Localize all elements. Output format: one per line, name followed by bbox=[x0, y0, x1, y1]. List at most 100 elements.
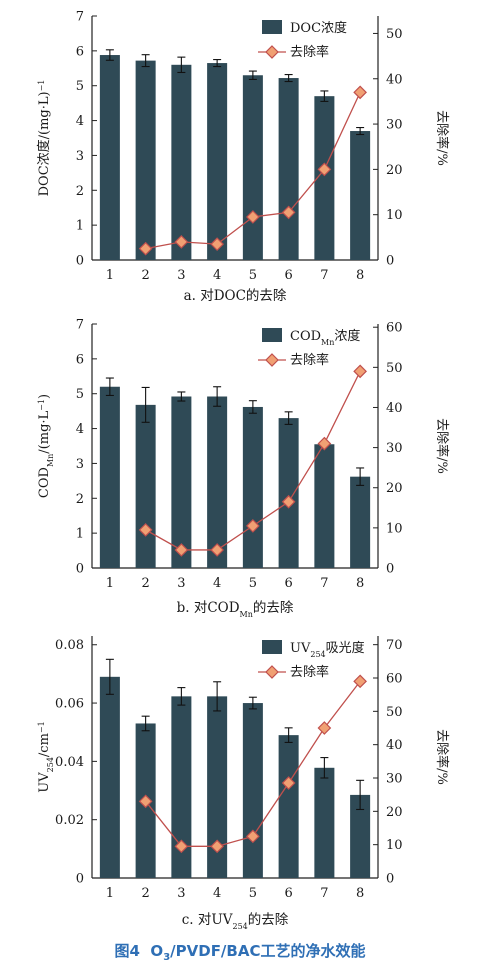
y2-tick-label: 40 bbox=[386, 72, 403, 87]
y2-tick-label: 20 bbox=[386, 163, 403, 178]
bar-7 bbox=[314, 444, 335, 568]
y-tick-label: 0 bbox=[76, 872, 84, 887]
bar-5 bbox=[242, 75, 263, 260]
x-tick-label: 4 bbox=[213, 268, 221, 283]
removal-rate-marker bbox=[138, 794, 153, 809]
removal-rate-marker bbox=[317, 162, 332, 177]
x-tick-label: 7 bbox=[320, 886, 328, 901]
removal-rate-marker bbox=[281, 776, 296, 790]
x-tick-label: 6 bbox=[284, 886, 292, 901]
figure-caption-post: /PVDF/BAC工艺的净水效能 bbox=[170, 942, 366, 960]
bar-1 bbox=[99, 676, 120, 878]
x-tick-label: 8 bbox=[356, 268, 364, 283]
x-tick-label: 1 bbox=[106, 576, 114, 591]
bar-6 bbox=[278, 418, 299, 568]
y-tick-label: 0.08 bbox=[55, 638, 84, 653]
x-tick-label: 6 bbox=[284, 268, 292, 283]
y-tick-label: 0 bbox=[76, 254, 84, 269]
legend-line-marker bbox=[265, 665, 279, 679]
y-tick-label: 5 bbox=[76, 387, 84, 402]
bar-6 bbox=[278, 78, 299, 260]
y-tick-label: 1 bbox=[76, 219, 84, 234]
bar-8 bbox=[350, 476, 371, 568]
figure-caption: 图4 O3/PVDF/BAC工艺的净水效能 bbox=[0, 940, 480, 963]
legend-bar-label: DOC浓度 bbox=[290, 20, 347, 36]
removal-rate-marker bbox=[174, 543, 189, 557]
y2-tick-label: 0 bbox=[386, 872, 394, 887]
legend-bar-swatch bbox=[262, 640, 282, 654]
bar-4 bbox=[207, 63, 228, 260]
x-tick-label: 1 bbox=[106, 886, 114, 901]
y2-tick-label: 50 bbox=[386, 361, 403, 376]
x-tick-label: 5 bbox=[249, 268, 257, 283]
x-tick-label: 8 bbox=[356, 886, 364, 901]
x-tick-label: 4 bbox=[213, 886, 221, 901]
y-axis-label: DOC浓度/(mg·L)−1 bbox=[36, 80, 52, 197]
y-tick-label: 3 bbox=[76, 149, 84, 164]
bar-1 bbox=[99, 55, 120, 260]
x-tick-label: 2 bbox=[141, 268, 149, 283]
y2-tick-label: 30 bbox=[386, 441, 403, 456]
panel-caption: b. 对CODMn的去除 bbox=[177, 600, 294, 619]
legend-line-marker bbox=[265, 45, 279, 59]
y-tick-label: 5 bbox=[76, 79, 84, 94]
y2-tick-label: 60 bbox=[386, 321, 403, 336]
removal-rate-marker bbox=[353, 674, 367, 689]
y-axis-label: UV254/cm−1 bbox=[37, 721, 55, 792]
chart-panel-b: 0 1 2 3 4 5 6 7 0 10 20 30 40 50 60 1 2 3 4 5 6 7 8 CODMn/(mg·L… bbox=[37, 318, 451, 619]
bar-4 bbox=[207, 696, 228, 878]
bar-7 bbox=[314, 767, 335, 878]
y-tick-label: 7 bbox=[76, 10, 84, 25]
legend-bar-swatch bbox=[262, 328, 282, 342]
panel-caption: a. 对DOC的去除 bbox=[184, 288, 287, 304]
y2-tick-label: 10 bbox=[386, 838, 403, 853]
legend-bar-label: CODMn浓度 bbox=[290, 328, 360, 347]
y-tick-label: 2 bbox=[76, 492, 84, 507]
bar-2 bbox=[135, 404, 156, 568]
legend-line-label: 去除率 bbox=[290, 44, 329, 60]
bar-3 bbox=[171, 396, 192, 568]
y-tick-label: 4 bbox=[76, 422, 84, 437]
removal-rate-marker bbox=[281, 494, 296, 509]
y-tick-label: 7 bbox=[76, 318, 84, 333]
y-tick-label: 2 bbox=[76, 184, 84, 199]
bar-2 bbox=[135, 60, 156, 260]
legend-bar-swatch bbox=[262, 20, 282, 34]
removal-rate-marker bbox=[138, 523, 153, 537]
removal-rate-marker bbox=[353, 85, 367, 100]
x-tick-label: 6 bbox=[284, 576, 292, 591]
bar-7 bbox=[314, 96, 335, 261]
y2-axis-label: 去除率/% bbox=[434, 729, 450, 785]
bar-3 bbox=[171, 696, 192, 878]
x-tick-label: 2 bbox=[141, 886, 149, 901]
chart-panel-c: 0 0.02 0.04 0.06 0.08 0 10 20 30 40 50 60 70 1 2 3 4 5 6 7 8… bbox=[37, 636, 450, 931]
x-tick-label: 5 bbox=[249, 576, 257, 591]
bar-8 bbox=[350, 131, 371, 260]
figure-label: 图4 bbox=[114, 942, 140, 960]
bar-5 bbox=[242, 703, 263, 878]
y-tick-label: 6 bbox=[76, 44, 84, 59]
y2-tick-label: 0 bbox=[386, 562, 394, 577]
removal-rate-marker bbox=[317, 721, 332, 735]
x-tick-label: 8 bbox=[356, 576, 364, 591]
removal-rate-marker bbox=[246, 519, 260, 533]
bar-4 bbox=[207, 396, 228, 568]
x-tick-label: 7 bbox=[320, 576, 328, 591]
y2-tick-label: 20 bbox=[386, 481, 403, 496]
legend-line-label: 去除率 bbox=[290, 352, 329, 368]
y2-tick-label: 20 bbox=[386, 805, 403, 820]
y-tick-label: 0.06 bbox=[55, 697, 84, 712]
y2-axis-label: 去除率/% bbox=[434, 418, 450, 474]
y2-tick-label: 50 bbox=[386, 705, 403, 720]
y-tick-label: 3 bbox=[76, 457, 84, 472]
legend-bar-label: UV254吸光度 bbox=[290, 640, 365, 659]
y-tick-label: 0.02 bbox=[55, 813, 84, 828]
y-tick-label: 4 bbox=[76, 114, 84, 129]
bar-5 bbox=[242, 406, 263, 568]
x-tick-label: 4 bbox=[213, 576, 221, 591]
panel-caption: c. 对UV254的去除 bbox=[182, 912, 289, 931]
y-tick-label: 1 bbox=[76, 527, 84, 542]
x-tick-label: 3 bbox=[177, 576, 185, 591]
y-axis-label: CODMn/(mg·L−1) bbox=[37, 394, 55, 498]
removal-rate-marker bbox=[353, 364, 367, 379]
